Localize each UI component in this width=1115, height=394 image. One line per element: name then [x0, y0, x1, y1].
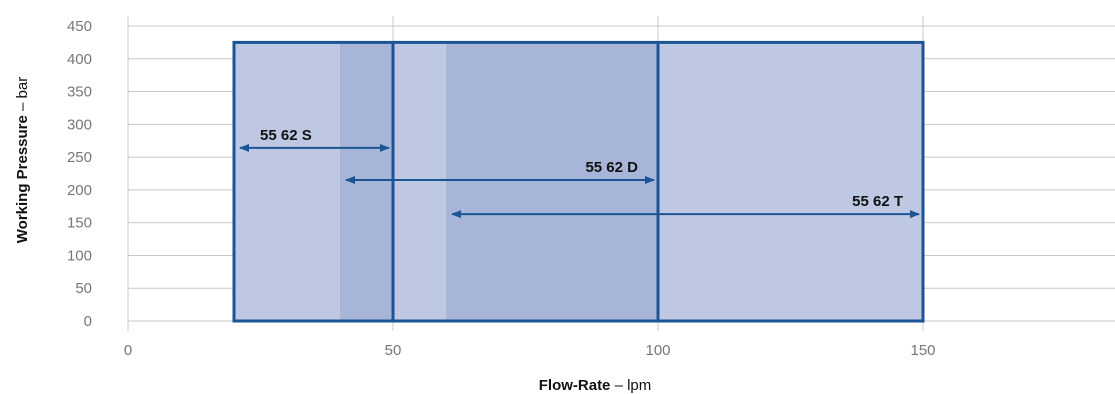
range-arrows: 55 62 S 55 62 D 55 62 T	[239, 127, 920, 219]
range-label-3: 55 62 T	[852, 193, 903, 210]
x-axis-title-bold: Flow-Rate	[539, 377, 611, 394]
y-axis-title-bold: Working Pressure	[14, 115, 31, 243]
axis-ticks: 0 50 100 150 200 250 300 350 400 450 0 50 100 150	[67, 18, 936, 359]
x-tick-label: 50	[385, 342, 402, 359]
range-label-1: 55 62 S	[260, 127, 312, 144]
x-tick-label: 100	[645, 342, 670, 359]
range-outline	[232, 40, 925, 323]
y-tick-label: 450	[67, 18, 92, 35]
x-axis-title: Flow-Rate – lpm	[539, 377, 652, 394]
x-tick-label: 0	[124, 342, 132, 359]
x-tick-label: 150	[910, 342, 935, 359]
range-bands	[232, 40, 925, 323]
y-tick-label: 200	[67, 182, 92, 199]
y-tick-label: 0	[84, 313, 92, 330]
range-label-2: 55 62 D	[585, 159, 638, 176]
y-tick-label: 300	[67, 116, 92, 133]
y-axis-title: Working Pressure – bar	[14, 77, 31, 243]
axis-titles: Flow-Rate – lpm Working Pressure – bar	[14, 77, 651, 394]
y-axis-title-unit: – bar	[14, 77, 31, 115]
range-fill-3	[446, 42, 923, 322]
y-tick-label: 400	[67, 51, 92, 68]
y-tick-label: 150	[67, 215, 92, 232]
y-tick-label: 100	[67, 247, 92, 264]
y-tick-label: 50	[75, 280, 92, 297]
y-tick-label: 250	[67, 149, 92, 166]
y-tick-label: 350	[67, 84, 92, 101]
x-axis-title-unit: – lpm	[610, 377, 651, 394]
